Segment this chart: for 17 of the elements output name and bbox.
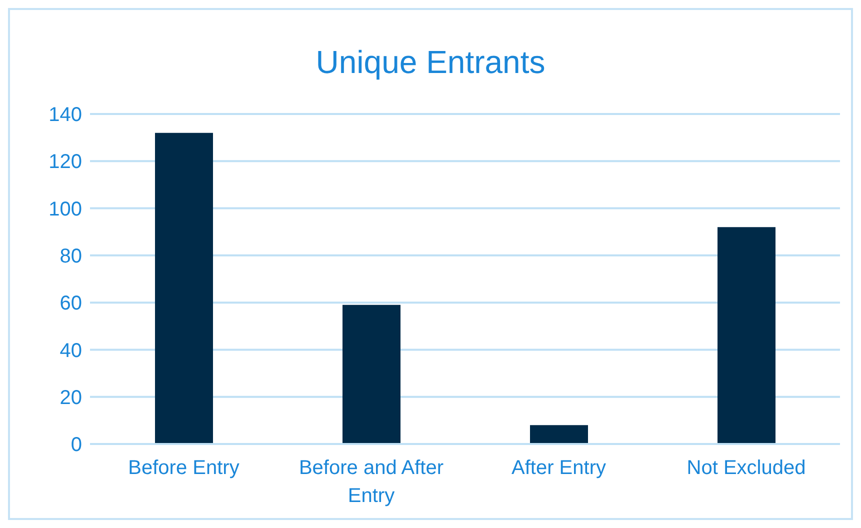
x-tick-label: Before Entry [128,457,240,479]
y-tick-label: 120 [48,151,82,174]
bar [718,227,776,444]
y-tick-label: 20 [60,386,82,409]
y-tick-label: 0 [70,434,82,456]
y-tick-label: 60 [60,292,82,315]
y-tick-label: 100 [48,198,82,220]
x-tick-label: Not Excluded [686,457,806,479]
bar [155,132,213,444]
y-tick-label: 80 [60,246,82,268]
bar [342,304,400,444]
x-tick-label: After Entry [512,457,606,479]
y-tick-label: 40 [60,340,82,362]
x-tick-label: Before and After Entry [298,457,444,507]
bar [530,425,588,444]
chart-title: Unique Entrants [314,44,546,82]
y-tick-label: 140 [48,104,82,126]
